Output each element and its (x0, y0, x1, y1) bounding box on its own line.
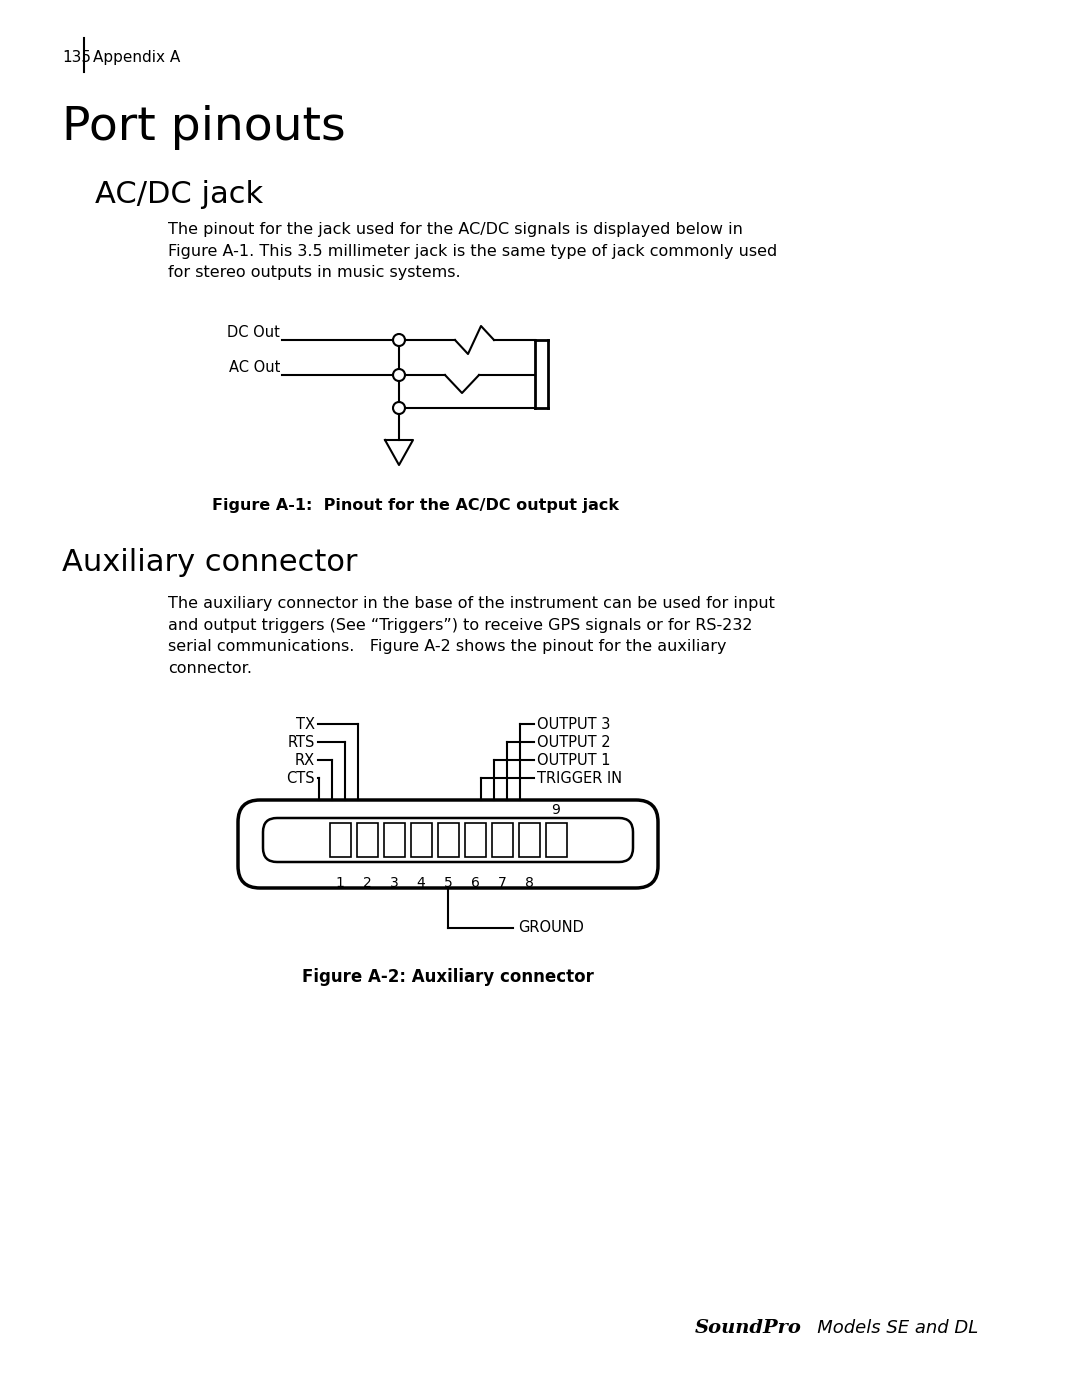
Text: 8: 8 (525, 876, 534, 890)
Text: GROUND: GROUND (518, 920, 584, 936)
Text: AC Out: AC Out (229, 359, 280, 375)
Bar (329, 823, 351, 856)
Text: OUTPUT 3: OUTPUT 3 (537, 716, 610, 731)
Bar (383, 823, 405, 856)
Bar (410, 823, 432, 856)
Text: OUTPUT 1: OUTPUT 1 (537, 752, 610, 768)
Bar (437, 823, 459, 856)
Text: CTS: CTS (286, 770, 315, 786)
Text: Figure A-2: Auxiliary connector: Figure A-2: Auxiliary connector (302, 967, 594, 985)
Text: RTS: RTS (287, 734, 315, 750)
Bar (464, 823, 486, 856)
Text: 2: 2 (363, 876, 372, 890)
Text: RX: RX (295, 752, 315, 768)
Text: Appendix A: Appendix A (93, 50, 180, 65)
Text: 5: 5 (444, 876, 453, 890)
Text: 3: 3 (390, 876, 399, 890)
Text: TX: TX (296, 716, 315, 731)
Text: The pinout for the jack used for the AC/DC signals is displayed below in
Figure : The pinout for the jack used for the AC/… (168, 222, 778, 280)
Text: AC/DC jack: AC/DC jack (95, 180, 264, 210)
Text: 4: 4 (417, 876, 426, 890)
Bar (356, 823, 378, 856)
Text: The auxiliary connector in the base of the instrument can be used for input
and : The auxiliary connector in the base of t… (168, 595, 774, 676)
Text: 9: 9 (552, 804, 561, 818)
Bar (518, 823, 540, 856)
Text: Auxiliary connector: Auxiliary connector (62, 548, 357, 577)
Text: DC Out: DC Out (227, 325, 280, 340)
Text: 135: 135 (62, 50, 91, 65)
Text: Models SE and DL: Models SE and DL (800, 1319, 978, 1337)
Text: 6: 6 (471, 876, 480, 890)
Text: OUTPUT 2: OUTPUT 2 (537, 734, 610, 750)
Text: Figure A-1:  Pinout for the AC/DC output jack: Figure A-1: Pinout for the AC/DC output … (212, 498, 619, 514)
Text: Port pinouts: Port pinouts (62, 105, 346, 150)
Bar (491, 823, 513, 856)
Text: SoundPro: SoundPro (696, 1319, 801, 1337)
Bar (545, 823, 567, 856)
Text: TRIGGER IN: TRIGGER IN (537, 770, 622, 786)
Text: 7: 7 (498, 876, 507, 890)
Text: 1: 1 (336, 876, 345, 890)
